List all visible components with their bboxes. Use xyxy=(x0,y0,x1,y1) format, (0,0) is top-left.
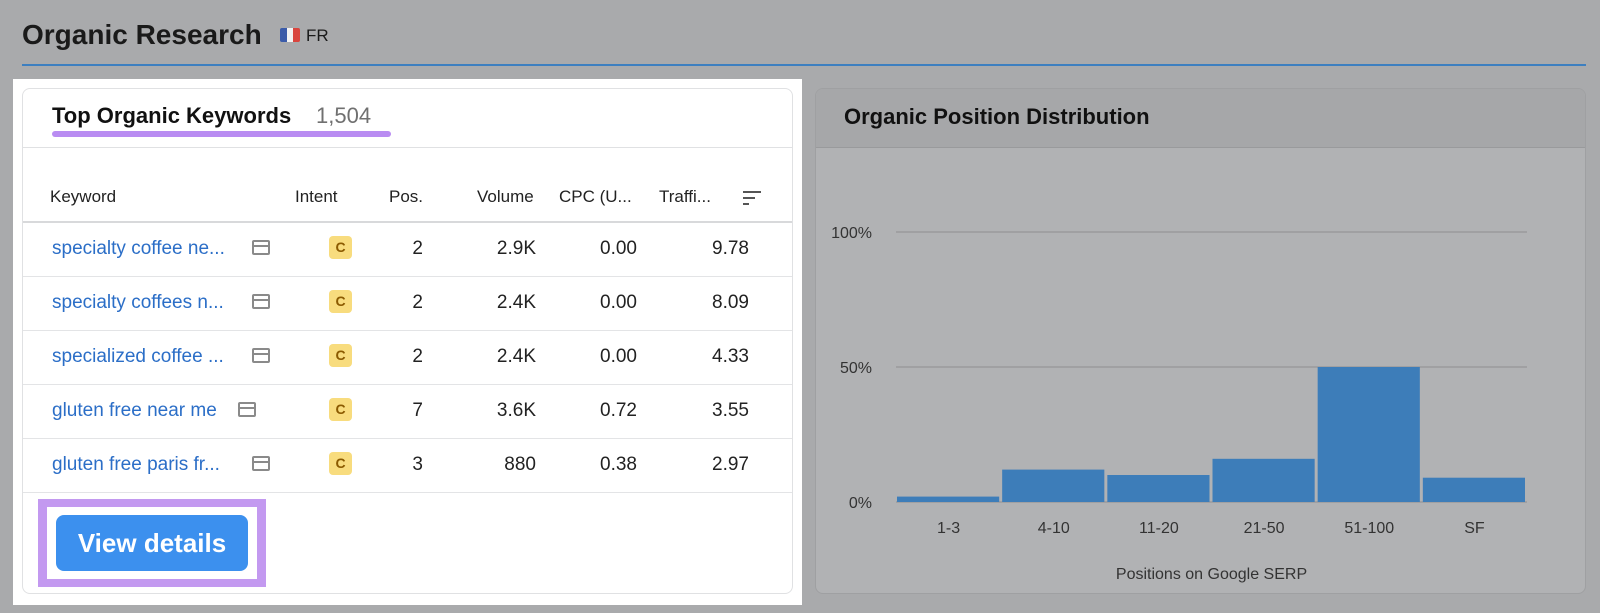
x-axis-label: Positions on Google SERP xyxy=(1116,566,1307,583)
page-header: Organic Research FR xyxy=(22,8,1586,66)
intent-badge: C xyxy=(329,290,352,313)
table-row: specialty coffee ne... C 2 2.9K 0.00 9.7… xyxy=(23,222,792,277)
column-keyword[interactable]: Keyword xyxy=(50,187,117,206)
position-value: 2 xyxy=(412,346,423,367)
keyword-link[interactable]: specialty coffees n... xyxy=(52,292,224,313)
keyword-link[interactable]: gluten free paris fr... xyxy=(52,454,220,475)
table-row: specialty coffees n... C 2 2.4K 0.00 8.0… xyxy=(23,276,792,331)
y-tick-label: 50% xyxy=(840,360,872,377)
traffic-value: 8.09 xyxy=(712,292,749,313)
volume-value: 880 xyxy=(504,454,536,475)
france-flag-icon xyxy=(280,28,300,42)
keyword-link[interactable]: specialized coffee ... xyxy=(52,346,224,367)
bar-SF[interactable] xyxy=(1422,477,1525,502)
country-code: FR xyxy=(306,26,329,45)
column-intent[interactable]: Intent xyxy=(295,187,338,206)
view-details-button[interactable]: View details xyxy=(56,515,248,571)
volume-value: 3.6K xyxy=(496,400,536,421)
card-header: Organic Position Distribution xyxy=(816,89,1585,148)
x-tick-label: 1-3 xyxy=(937,520,960,537)
position-value: 7 xyxy=(412,400,423,421)
table-row: gluten free paris fr... C 3 880 0.38 2.9… xyxy=(23,438,792,493)
traffic-value: 2.97 xyxy=(712,454,749,475)
column-traffic[interactable]: Traffi... xyxy=(659,187,711,206)
cpc-value: 0.00 xyxy=(600,238,637,259)
intent-badge: C xyxy=(329,398,352,421)
cpc-value: 0.38 xyxy=(600,454,637,475)
serp-features-icon[interactable] xyxy=(252,294,270,309)
bar-51-100[interactable] xyxy=(1317,367,1420,502)
keyword-link[interactable]: gluten free near me xyxy=(52,400,217,421)
column-cpc[interactable]: CPC (U... xyxy=(559,187,632,206)
x-tick-label: 11-20 xyxy=(1139,520,1179,537)
table-row: specialized coffee ... C 2 2.4K 0.00 4.3… xyxy=(23,330,792,385)
table-row: gluten free near me C 7 3.6K 0.72 3.55 xyxy=(23,384,792,439)
keyword-count: 1,504 xyxy=(316,103,372,128)
bar-11-20[interactable] xyxy=(1107,475,1210,502)
cpc-value: 0.00 xyxy=(600,292,637,313)
traffic-value: 9.78 xyxy=(712,238,749,259)
bar-21-50[interactable] xyxy=(1212,458,1315,502)
volume-value: 2.4K xyxy=(496,292,536,313)
column-volume[interactable]: Volume xyxy=(477,187,534,206)
page-title: Organic Research xyxy=(22,19,262,50)
serp-features-icon[interactable] xyxy=(252,456,270,471)
table-header: Keyword Intent Pos. Volume CPC (U... Tra… xyxy=(23,187,792,223)
serp-features-icon[interactable] xyxy=(252,240,270,255)
sort-icon[interactable] xyxy=(743,191,761,205)
y-tick-label: 100% xyxy=(831,225,872,242)
bar-4-10[interactable] xyxy=(1002,469,1105,502)
cpc-value: 0.72 xyxy=(600,400,637,421)
volume-value: 2.4K xyxy=(496,346,536,367)
position-value: 2 xyxy=(412,292,423,313)
x-tick-label: 51-100 xyxy=(1344,520,1394,537)
divider xyxy=(23,147,792,148)
position-value: 2 xyxy=(412,238,423,259)
x-tick-label: 4-10 xyxy=(1038,520,1070,537)
x-tick-label: 21-50 xyxy=(1244,520,1285,537)
traffic-value: 3.55 xyxy=(712,400,749,421)
traffic-value: 4.33 xyxy=(712,346,749,367)
cpc-value: 0.00 xyxy=(600,346,637,367)
card-title: Top Organic Keywords xyxy=(52,103,292,128)
position-distribution-card: Organic Position Distribution 0% 50% 100% 1… xyxy=(815,88,1586,594)
position-value: 3 xyxy=(412,454,423,475)
position-distribution-chart: 0% 50% 100% 1-3 4-10 11-20 21-50 51-100 SF Positi… xyxy=(831,225,1527,583)
serp-features-icon[interactable] xyxy=(238,402,256,417)
x-tick-label: SF xyxy=(1464,520,1485,537)
intent-badge: C xyxy=(329,452,352,475)
column-position[interactable]: Pos. xyxy=(389,187,424,206)
y-tick-label: 0% xyxy=(849,495,872,512)
bar-1-3[interactable] xyxy=(897,496,1000,502)
serp-features-icon[interactable] xyxy=(252,348,270,363)
keyword-link[interactable]: specialty coffee ne... xyxy=(52,238,225,259)
intent-badge: C xyxy=(329,344,352,367)
intent-badge: C xyxy=(329,236,352,259)
volume-value: 2.9K xyxy=(496,238,536,259)
title-highlight-underline xyxy=(52,131,391,137)
card-title: Organic Position Distribution xyxy=(844,104,1150,129)
